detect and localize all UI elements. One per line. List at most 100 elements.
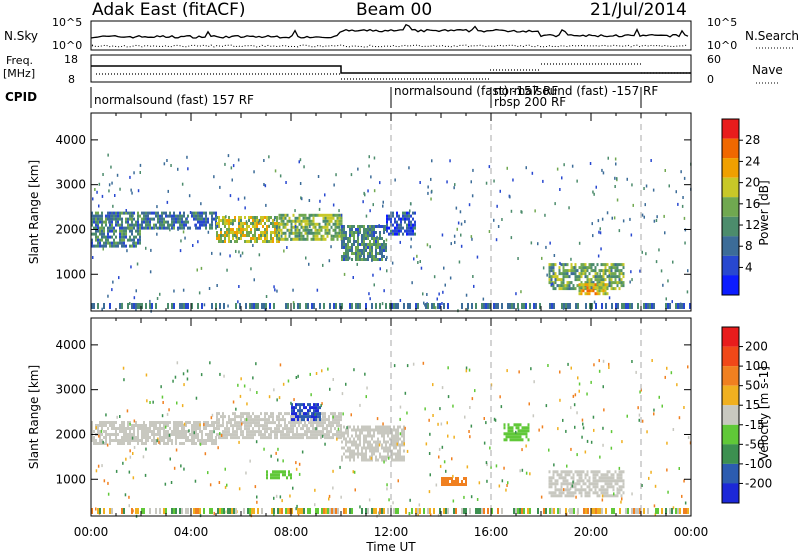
- echo-near-range: [223, 508, 225, 514]
- echo-scatter: [552, 282, 554, 286]
- echo-scatter: [639, 390, 641, 394]
- echo-scatter: [328, 259, 331, 263]
- echo-scatter: [107, 294, 109, 298]
- echo-cell: [361, 243, 363, 246]
- echo-scatter: [378, 443, 381, 447]
- echo-cell: [375, 458, 377, 462]
- echo-cell: [618, 281, 621, 285]
- echo-scatter: [501, 218, 503, 221]
- echo-cell: [115, 229, 117, 233]
- echo-near-range: [327, 508, 329, 514]
- echo-cell: [341, 455, 343, 459]
- echo-near-range: [185, 303, 187, 309]
- echo-scatter: [369, 297, 371, 301]
- echo-cell: [357, 443, 359, 447]
- echo-cell: [242, 433, 244, 437]
- echo-cell: [588, 278, 591, 282]
- echo-cell: [215, 439, 217, 442]
- echo-cell: [332, 424, 334, 428]
- echo-cell: [596, 485, 599, 489]
- echo-cell: [622, 482, 625, 486]
- echo-cell: [596, 286, 599, 290]
- echo-scatter: [268, 395, 271, 399]
- echo-cell: [216, 421, 218, 425]
- echo-scatter: [171, 225, 173, 229]
- echo-cell: [363, 434, 365, 438]
- echo-cell: [388, 214, 390, 218]
- y-tick-label: 4000: [55, 338, 86, 352]
- echo-scatter: [357, 167, 359, 171]
- echo-cell: [602, 263, 605, 267]
- echo-scatter: [664, 169, 666, 172]
- echo-cell: [195, 211, 197, 215]
- echo-cell: [115, 433, 117, 436]
- echo-scatter: [348, 256, 351, 260]
- echo-cell: [278, 476, 280, 480]
- echo-near-range: [521, 303, 523, 309]
- echo-cell: [393, 425, 395, 429]
- echo-near-range: [183, 303, 185, 309]
- echo-cell: [375, 449, 377, 453]
- echo-cell: [588, 286, 591, 290]
- echo-cell: [373, 428, 375, 432]
- echo-cell: [207, 421, 209, 424]
- echo-scatter: [615, 162, 617, 166]
- frequency-trace: [91, 65, 691, 74]
- echo-near-range: [635, 508, 637, 514]
- echo-cell: [572, 494, 575, 498]
- echo-cell: [129, 217, 131, 221]
- echo-scatter: [676, 383, 678, 387]
- echo-cell: [324, 436, 326, 440]
- echo-scatter: [449, 276, 452, 280]
- echo-cell: [584, 266, 587, 270]
- echo-cell: [222, 240, 224, 243]
- colorbar-tick-label: -15: [745, 418, 765, 432]
- echo-cell: [359, 252, 361, 255]
- echo-near-range: [425, 303, 427, 309]
- echo-cell: [596, 473, 599, 477]
- echo-scatter: [589, 162, 592, 165]
- echo-scatter: [664, 375, 666, 379]
- echo-cell: [590, 488, 593, 492]
- echo-cell: [262, 234, 264, 237]
- echo-near-range: [595, 508, 597, 514]
- echo-scatter: [279, 363, 282, 367]
- echo-cell: [294, 231, 297, 235]
- echo-cell: [284, 237, 287, 241]
- echo-scatter: [115, 469, 118, 473]
- echo-cell: [123, 211, 125, 215]
- echo-cell: [179, 424, 181, 427]
- colorbar-swatch: [722, 444, 739, 464]
- echo-cell: [401, 431, 403, 435]
- echo-near-range: [471, 303, 473, 309]
- echo-cell: [256, 421, 258, 425]
- echo-cell: [404, 220, 406, 224]
- echo-cell: [316, 433, 318, 437]
- echo-scatter: [324, 442, 326, 446]
- echo-cell: [316, 436, 318, 440]
- echo-cell: [371, 446, 373, 450]
- echo-near-range: [299, 303, 301, 309]
- echo-cell: [264, 427, 266, 431]
- echo-cell: [179, 436, 181, 439]
- echo-cell: [566, 269, 569, 273]
- echo-cell: [298, 231, 301, 235]
- echo-near-range: [577, 303, 579, 309]
- echo-scatter: [226, 483, 228, 487]
- echo-scatter: [186, 369, 189, 373]
- echo-near-range: [195, 508, 197, 514]
- echo-cell: [361, 425, 363, 429]
- echo-cell: [205, 217, 207, 221]
- echo-cell: [369, 225, 371, 228]
- echo-scatter: [225, 215, 227, 219]
- echo-cell: [373, 228, 375, 231]
- echo-cell: [349, 452, 351, 456]
- echo-cell: [185, 436, 187, 439]
- echo-cell: [320, 424, 322, 428]
- echo-cell: [93, 217, 95, 221]
- echo-cell: [598, 479, 601, 483]
- echo-cell: [586, 283, 589, 287]
- echo-scatter: [470, 180, 472, 184]
- echo-cell: [91, 238, 93, 242]
- echo-cell: [377, 258, 379, 261]
